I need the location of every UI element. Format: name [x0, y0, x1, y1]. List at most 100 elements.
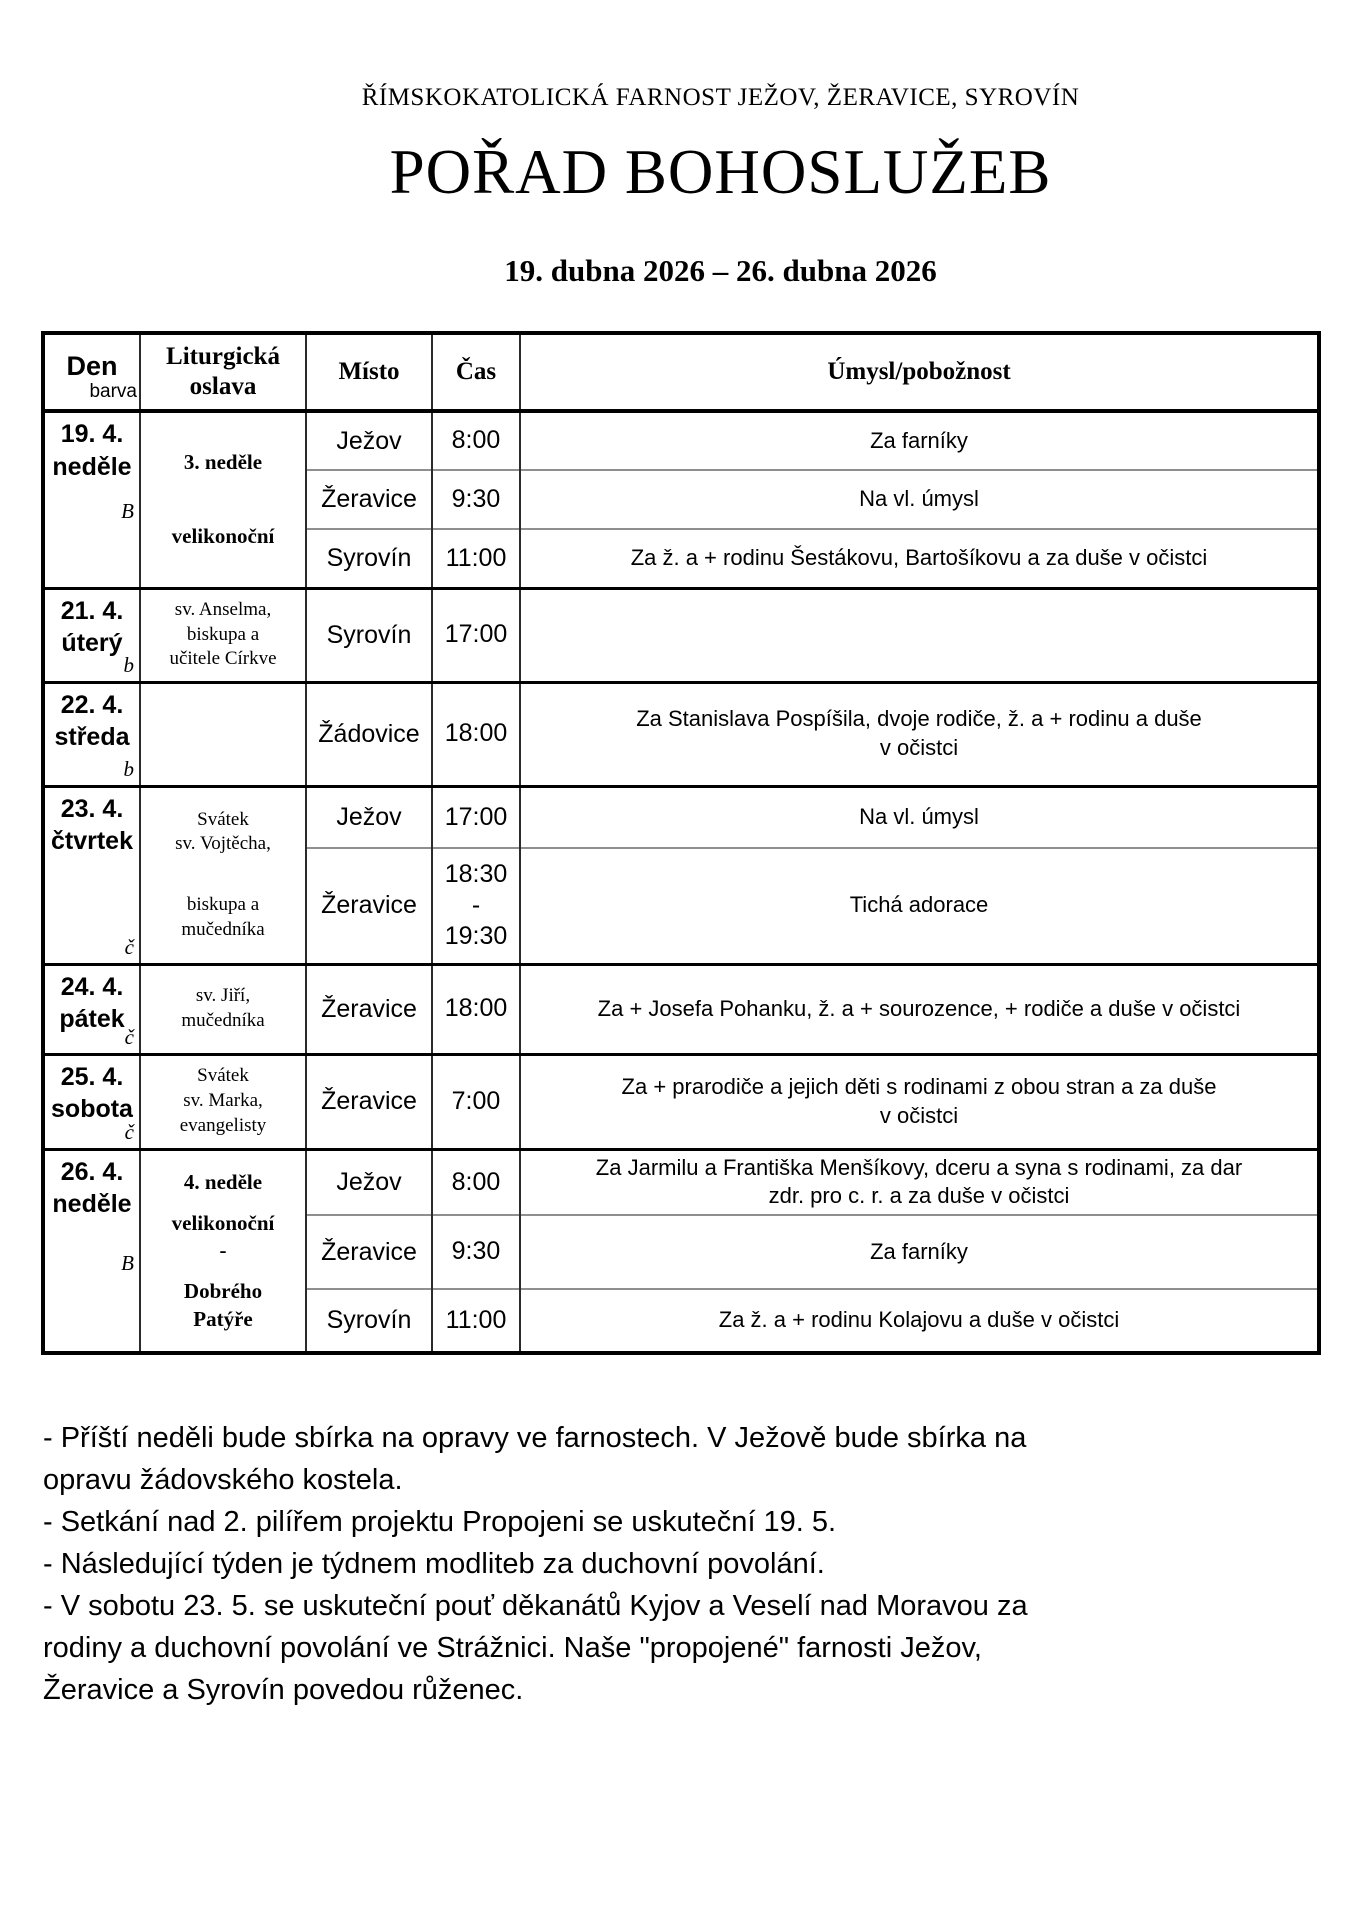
liturgical-color-label: B [121, 499, 134, 524]
place-cell: Žeravice [305, 1052, 432, 1149]
liturgy-line: velikonoční - [171, 1210, 275, 1263]
liturgy-line: Svátek sv. Marka, evangelisty [179, 1065, 267, 1136]
table-header-row: Den barva Liturgická oslava Místo Čas Úm… [42, 333, 1319, 413]
liturgy-cell [139, 680, 306, 786]
liturgical-color-label: č [124, 934, 134, 959]
day-cell: 22. 4. středa b [42, 680, 140, 786]
intention-cell: Za + Josefa Pohanku, ž. a + sourozence, … [519, 962, 1319, 1054]
table-row: 26. 4. neděle B 4. neděle velikonoční - … [42, 1147, 1319, 1353]
schedule-table: Den barva Liturgická oslava Místo Čas Úm… [41, 331, 1321, 1355]
time-cell: 18:00 [431, 680, 520, 786]
liturgical-color-label: b [123, 652, 135, 677]
col-header-liturgy: Liturgická oslava [139, 333, 306, 413]
day-name-label: středa [54, 723, 130, 751]
intention-cell: Za ž. a + rodinu Kolajovu a duše v očist… [519, 1288, 1319, 1353]
announcement-item: - V sobotu 23. 5. se uskuteční pouť děka… [43, 1590, 1028, 1707]
date-range: 19. dubna 2026 – 26. dubna 2026 [504, 253, 937, 288]
intention-cell: Za farníky [519, 409, 1319, 470]
table-row: Žeravice 18:30 - 19:30 Tichá adorace [43, 847, 1319, 964]
liturgical-color-label: č [124, 1024, 134, 1049]
day-name-label: neděle [52, 452, 132, 481]
liturgy-line: 4. neděle [183, 1169, 263, 1194]
date-label: 22. 4. [60, 690, 124, 719]
page-title: POŘAD BOHOSLUŽEB [389, 137, 1052, 207]
day-name-label: neděle [52, 1190, 132, 1218]
liturgy-line: velikonoční [171, 523, 275, 548]
place-cell: Ježov [305, 784, 432, 848]
time-cell: 11:00 [431, 528, 520, 588]
day-cell: 26. 4. neděle B [42, 1147, 140, 1353]
time-cell: 17:00 [431, 784, 520, 848]
date-label: 21. 4. [60, 596, 124, 625]
time-cell: 9:30 [431, 1214, 520, 1289]
day-cell: 25. 4. sobota č [42, 1052, 140, 1149]
date-label: 19. 4. [60, 420, 124, 448]
place-cell: Žeravice [305, 1214, 432, 1289]
day-cell: 23. 4. čtvrtek č [42, 784, 140, 964]
table-row: 23. 4. čtvrtek č Svátek sv. Vojtěcha, bi… [42, 784, 1319, 964]
date-label: 23. 4. [60, 794, 124, 823]
time-cell: 18:00 [431, 962, 520, 1054]
announcement-item: - Následující týden je týdnem modliteb z… [43, 1548, 825, 1581]
place-cell: Ježov [305, 409, 432, 470]
day-name-label: sobota [51, 1095, 133, 1123]
liturgical-color-label: č [124, 1119, 134, 1144]
intention-cell: Na vl. úmysl [519, 784, 1319, 848]
intention-cell: Za ž. a + rodinu Šestákovu, Bartošíkovu … [519, 528, 1319, 588]
place-cell: Žeravice [305, 469, 432, 529]
announcement-item: - Příští neděli bude sbírka na opravy ve… [43, 1422, 1027, 1497]
col-header-intention: Úmysl/pobožnost [519, 333, 1319, 413]
table-row: 24. 4. pátek č sv. Jiří, mučedníka Žerav… [42, 962, 1319, 1054]
time-cell: 17:00 [431, 586, 520, 682]
day-cell: 24. 4. pátek č [42, 962, 140, 1054]
place-cell: Ježov [305, 1147, 432, 1215]
table-row: 22. 4. středa b Žádovice 18:00 Za Stanis… [42, 680, 1319, 786]
document-header: ŘÍMSKOKATOLICKÁ FARNOST JEŽOV, ŽERAVICE,… [84, 0, 1357, 289]
intention-cell: Tichá adorace [519, 847, 1319, 964]
day-name-label: čtvrtek [51, 827, 133, 855]
liturgy-cell: 4. neděle velikonoční - Dobrého Patýře [139, 1147, 306, 1353]
col-header-color-label: barva [89, 380, 137, 402]
day-cell: 21. 4. úterý b [42, 586, 140, 682]
time-cell: 18:30 - 19:30 [431, 847, 520, 964]
time-cell: 11:00 [431, 1288, 520, 1353]
time-cell: 9:30 [431, 469, 520, 529]
liturgical-color-label: b [123, 756, 135, 781]
day-cell: 19. 4. neděle B [42, 409, 140, 588]
announcement-item: - Setkání nad 2. pilířem projektu Propoj… [43, 1506, 837, 1539]
table-row: 25. 4. sobota č Svátek sv. Marka, evange… [42, 1052, 1319, 1149]
liturgy-cell: Svátek sv. Marka, evangelisty [139, 1052, 306, 1149]
table-row: Žeravice 9:30 Na vl. úmysl [43, 469, 1319, 529]
day-name-label: pátek [59, 1005, 125, 1033]
liturgy-line: Dobrého Patýře [183, 1279, 263, 1331]
liturgy-line: biskupa a mučedníka [181, 894, 265, 940]
announcements: - Příští neděli bude sbírka na opravy ve… [43, 1417, 1327, 1711]
time-cell: 7:00 [431, 1052, 520, 1149]
liturgy-cell: Svátek sv. Vojtěcha, biskupa a mučedníka [139, 784, 306, 964]
liturgy-line: 3. neděle [183, 450, 263, 475]
table-row: Syrovín 11:00 Za ž. a + rodinu Kolajovu … [43, 1288, 1319, 1353]
place-cell: Syrovín [305, 1288, 432, 1353]
liturgy-line: Svátek sv. Vojtěcha, [175, 808, 271, 855]
place-cell: Žeravice [305, 962, 432, 1054]
time-cell: 8:00 [431, 409, 520, 470]
table-row: 21. 4. úterý b sv. Anselma, biskupa a uč… [42, 586, 1319, 682]
intention-cell: Za + prarodiče a jejich děti s rodinami … [519, 1052, 1319, 1149]
date-label: 25. 4. [60, 1062, 124, 1091]
col-header-day-label: Den [66, 350, 118, 381]
table-row: 19. 4. neděle B 3. neděle velikonoční Je… [42, 409, 1319, 588]
place-cell: Syrovín [305, 528, 432, 588]
place-cell: Žeravice [305, 847, 432, 964]
intention-cell: Za Jarmilu a Františka Menšíkovy, dceru … [519, 1147, 1319, 1215]
parish-name: ŘÍMSKOKATOLICKÁ FARNOST JEŽOV, ŽERAVICE,… [361, 84, 1080, 111]
intention-cell: Na vl. úmysl [519, 469, 1319, 529]
table-row: Žeravice 9:30 Za farníky [43, 1214, 1319, 1289]
day-name-label: úterý [61, 629, 123, 657]
liturgy-cell: sv. Jiří, mučedníka [139, 962, 306, 1054]
col-header-place: Místo [305, 333, 432, 413]
liturgy-line: sv. Anselma, biskupa a učitele Církve [169, 598, 277, 670]
col-header-day: Den barva [42, 333, 140, 413]
intention-cell: Za farníky [519, 1214, 1319, 1289]
col-header-time: Čas [431, 333, 520, 413]
